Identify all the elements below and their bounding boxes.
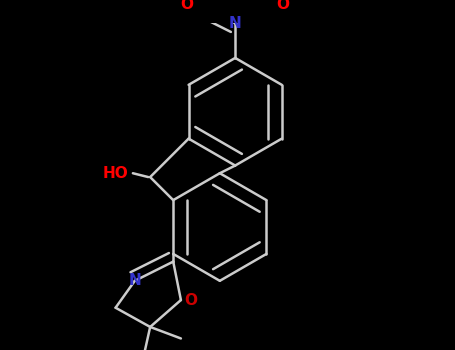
Text: N: N (229, 16, 242, 31)
Text: O: O (181, 0, 194, 12)
Text: O: O (184, 293, 197, 308)
Text: N: N (128, 273, 141, 288)
Text: O: O (277, 0, 290, 12)
Text: HO: HO (103, 166, 128, 181)
